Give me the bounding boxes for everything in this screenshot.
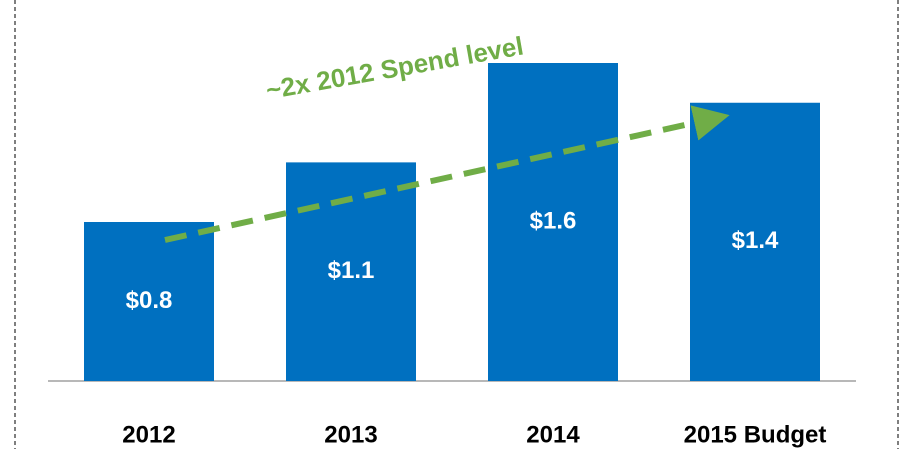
annotation: ~2x 2012 Spend level <box>264 30 526 105</box>
x-tick-label: 2015 Budget <box>684 421 827 448</box>
x-tick-label: 2013 <box>324 421 377 448</box>
value-label: $0.8 <box>126 287 173 314</box>
x-tick-label: 2012 <box>122 421 175 448</box>
bar <box>488 63 618 381</box>
x-tick-label: 2014 <box>526 421 580 448</box>
value-label: $1.1 <box>328 257 375 284</box>
value-label: $1.6 <box>530 207 577 234</box>
bars <box>84 63 820 381</box>
trend-arrow <box>164 105 730 243</box>
value-label: $1.4 <box>732 227 779 254</box>
bar <box>690 102 820 381</box>
bar <box>84 222 214 381</box>
